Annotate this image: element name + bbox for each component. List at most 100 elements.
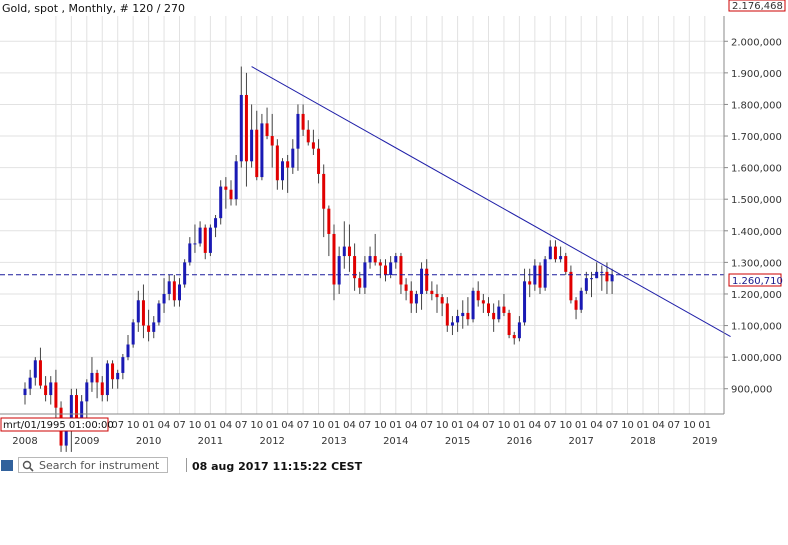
candle-body <box>440 297 444 304</box>
bottom-bar: 08 aug 2017 11:15:22 CEST <box>0 457 788 473</box>
candle-body <box>528 281 532 285</box>
candle-body <box>193 243 197 245</box>
search-input[interactable] <box>39 459 165 472</box>
candle-body <box>569 271 573 301</box>
x-month-tick-label: 07 <box>668 420 681 431</box>
candle-body <box>353 256 357 279</box>
current-price-label: 1.260,710 <box>732 276 783 287</box>
x-month-tick-label: 07 <box>482 420 495 431</box>
x-month-tick-label: 10 <box>498 420 511 431</box>
candle-body <box>435 293 439 298</box>
candle-body <box>322 173 326 209</box>
candle-body <box>425 268 429 291</box>
x-month-tick-label: 04 <box>528 420 541 431</box>
candle-body <box>574 300 578 310</box>
x-month-tick-label: 01 <box>637 420 650 431</box>
x-year-tick-label: 2013 <box>321 436 346 447</box>
x-month-tick-label: 04 <box>219 420 232 431</box>
candle-body <box>286 161 290 168</box>
x-month-tick-label: 01 <box>204 420 217 431</box>
candle-body <box>347 246 351 257</box>
candle-body <box>466 312 470 320</box>
candle-body <box>23 388 27 396</box>
candle-body <box>44 385 48 396</box>
top-right-value-box <box>728 0 786 12</box>
x-month-tick-label: 10 <box>683 420 696 431</box>
cursor-date-box <box>0 417 109 432</box>
candle-body <box>450 322 454 326</box>
candle-body <box>281 161 284 181</box>
candle-body <box>584 278 588 291</box>
candle-body <box>306 129 310 143</box>
y-tick-label: 1.200,000 <box>731 290 782 301</box>
candle-body <box>512 335 516 339</box>
y-tick-label: 1.400,000 <box>731 227 782 238</box>
candle-body <box>162 293 166 304</box>
candle-body <box>49 382 53 396</box>
candle-body <box>600 271 604 273</box>
x-year-tick-label: 2008 <box>12 436 37 447</box>
x-year-tick-label: 2017 <box>568 436 593 447</box>
candle-body <box>548 246 552 260</box>
candle-body <box>373 256 377 263</box>
candle-body <box>244 94 248 162</box>
candle-body <box>121 357 125 373</box>
x-month-tick-label: 07 <box>235 420 248 431</box>
candle-body <box>409 290 413 304</box>
cursor-date-label: mrt/01/1995 01:00:00 <box>3 420 114 431</box>
y-axis: 900,000 1.000,000 1.100,000 1.200,000 1.300,… <box>724 37 782 396</box>
x-year-tick-label: 2016 <box>507 436 532 447</box>
x-year-tick-label: 2018 <box>630 436 655 447</box>
candle-body <box>337 256 341 285</box>
x-month-tick-label: 04 <box>652 420 665 431</box>
candle-body <box>116 372 120 380</box>
candle-body <box>80 401 84 421</box>
candle-body <box>476 290 480 301</box>
candle-body <box>497 306 501 320</box>
candle-body <box>198 227 202 244</box>
x-year-tick-label: 2010 <box>136 436 161 447</box>
candle-body <box>605 271 609 282</box>
candle-body <box>131 322 135 345</box>
candle-body <box>95 372 99 383</box>
y-tick-label: 1.600,000 <box>731 164 782 175</box>
x-month-tick-label: 10 <box>374 420 387 431</box>
x-year-tick-label: 2014 <box>383 436 408 447</box>
candle-body <box>543 259 547 288</box>
x-month-tick-label: 07 <box>297 420 310 431</box>
x-month-tick-label: 10 <box>312 420 325 431</box>
candle-body <box>327 208 331 234</box>
candle-body <box>502 306 506 313</box>
candle-body <box>239 94 243 162</box>
candle-body <box>172 281 176 301</box>
x-month-tick-label: 01 <box>389 420 402 431</box>
candle-body <box>152 322 156 332</box>
candle-body <box>533 265 537 285</box>
candle-body <box>136 300 140 323</box>
x-month-tick-label: 04 <box>343 420 356 431</box>
instrument-search[interactable] <box>18 457 168 473</box>
candle-body <box>317 148 321 174</box>
x-month-tick-label: 04 <box>281 420 294 431</box>
candle-body <box>208 227 212 253</box>
candle-body <box>342 246 346 257</box>
x-year-tick-label: 2019 <box>692 436 717 447</box>
candle-body <box>384 265 387 276</box>
candle-body <box>481 300 485 304</box>
candle-body <box>610 275 614 282</box>
candle-body <box>358 278 362 288</box>
candle-body <box>69 395 73 427</box>
y-tick-label: 1.500,000 <box>731 195 782 206</box>
y-tick-label: 1.000,000 <box>731 353 782 364</box>
candle-body <box>311 142 315 149</box>
candle-body <box>538 265 542 288</box>
candle-body <box>178 284 181 301</box>
trendline[interactable] <box>251 66 731 338</box>
candle-body <box>64 426 68 446</box>
candle-body <box>487 303 490 313</box>
candle-body <box>224 186 228 190</box>
candle-body <box>368 256 372 263</box>
candle-body <box>250 129 254 162</box>
candle-body <box>33 360 37 378</box>
